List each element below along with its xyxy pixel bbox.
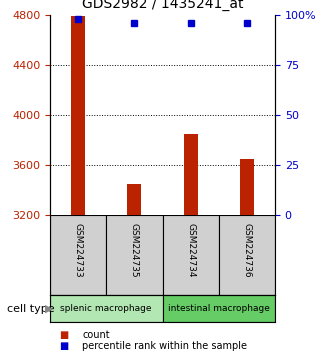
Text: ■: ■: [59, 330, 69, 339]
Bar: [71, 16, 85, 215]
Bar: [50, 215, 106, 295]
Text: ▶: ▶: [45, 303, 53, 314]
Title: GDS2982 / 1435241_at: GDS2982 / 1435241_at: [82, 0, 243, 11]
Text: count: count: [82, 330, 110, 339]
Text: GSM224734: GSM224734: [186, 223, 195, 278]
Bar: [106, 215, 162, 295]
Bar: [127, 184, 142, 215]
Text: GSM224735: GSM224735: [130, 223, 139, 278]
Bar: [50, 295, 162, 322]
Bar: [183, 134, 198, 215]
Bar: [162, 295, 275, 322]
Bar: [162, 215, 219, 295]
Text: splenic macrophage: splenic macrophage: [60, 304, 152, 313]
Text: GSM224733: GSM224733: [74, 223, 82, 278]
Text: GSM224736: GSM224736: [242, 223, 251, 278]
Text: percentile rank within the sample: percentile rank within the sample: [82, 341, 248, 351]
Text: intestinal macrophage: intestinal macrophage: [168, 304, 270, 313]
Bar: [219, 215, 275, 295]
Text: cell type: cell type: [7, 303, 54, 314]
Text: ■: ■: [59, 341, 69, 351]
Bar: [240, 159, 254, 215]
